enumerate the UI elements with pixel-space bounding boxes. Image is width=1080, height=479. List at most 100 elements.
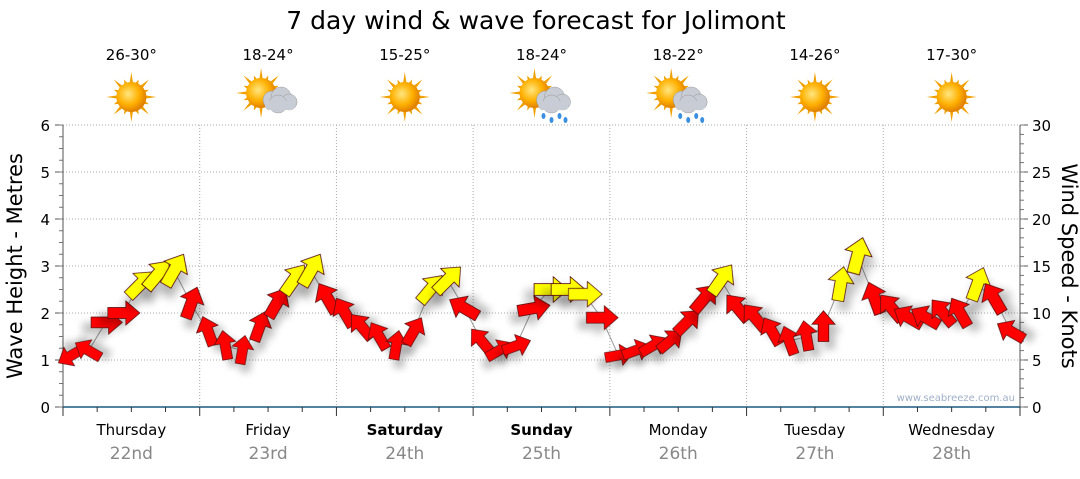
sun-ray — [259, 68, 263, 80]
left-tick-label: 4 — [40, 211, 50, 229]
temperature-label: 14-26° — [789, 46, 840, 64]
temperature-label: 26-30° — [106, 46, 157, 64]
wind-arrow — [385, 330, 409, 361]
sun-ray — [813, 110, 817, 122]
left-tick-label: 2 — [40, 305, 50, 323]
sun-ray — [797, 79, 807, 89]
cloud-base — [675, 101, 706, 110]
wind-arrows — [58, 237, 1027, 367]
right-tick-label: 15 — [1032, 258, 1051, 276]
wind-arrow — [107, 300, 141, 326]
sun-ray — [789, 95, 802, 99]
sun-ray — [259, 106, 263, 118]
sun-ray — [933, 105, 943, 115]
temperature-label: 15-25° — [379, 46, 430, 64]
wind-arrow — [263, 287, 290, 321]
wind-arrow — [367, 322, 392, 352]
sunny-icon — [106, 72, 157, 122]
wind-arrow — [296, 253, 325, 289]
sun-ray — [532, 68, 537, 80]
left-tick-label: 5 — [40, 164, 50, 182]
day-label: Monday — [649, 421, 708, 439]
wind-arrow — [655, 330, 683, 355]
sun-ray — [387, 105, 397, 115]
right-tick-label: 10 — [1032, 305, 1051, 323]
left-tick-label: 0 — [40, 399, 50, 417]
sun-ray — [509, 91, 521, 95]
sun-ray — [543, 75, 553, 85]
sun-disc — [116, 82, 147, 112]
sun-ray — [669, 106, 673, 118]
axes: 0 1 2 3 4 5 6 0 5 10 15 20 25 30 Thursday 22nd Friday 23r… — [40, 117, 1051, 464]
sun-ray — [129, 72, 134, 84]
date-label: 22nd — [110, 444, 153, 464]
sun-ray — [387, 79, 397, 89]
date-label: 23rd — [249, 444, 288, 464]
wind-arrow — [179, 286, 205, 321]
sun-ray — [140, 105, 150, 115]
wind-arrow — [844, 237, 873, 276]
day-label: Wednesday — [908, 421, 995, 439]
wind-arrow — [248, 311, 273, 343]
wind-arrow — [449, 295, 482, 322]
day-label: Saturday — [367, 421, 444, 439]
sun-ray — [379, 95, 391, 99]
weather-row: 26-30° 18-24° 15-25° 18-24° 18-22° 14-26° 17-3… — [106, 46, 977, 123]
sun-ray — [516, 75, 526, 85]
wind-arrow — [431, 266, 462, 297]
date-label: 26th — [659, 444, 698, 464]
sun-ray — [403, 72, 407, 84]
date-label: 24th — [385, 444, 424, 464]
wind-arrow — [688, 284, 716, 316]
date-label: 28th — [932, 444, 971, 464]
rain-drop — [694, 113, 699, 119]
right-tick-label: 30 — [1032, 117, 1051, 135]
left-tick-label: 1 — [40, 352, 50, 370]
cloud-icon — [672, 86, 708, 114]
sunny-icon — [379, 72, 430, 122]
sun-ray — [653, 101, 663, 111]
wind-arrow — [910, 305, 943, 331]
wind-arrow — [637, 334, 667, 358]
sun-disc — [389, 82, 420, 112]
temperature-label: 18-24° — [243, 46, 294, 64]
temperature-label: 17-30° — [926, 46, 977, 64]
wind-arrow — [586, 304, 619, 331]
right-tick-label: 5 — [1032, 352, 1042, 370]
sun-ray — [113, 79, 123, 89]
wind-arrow — [706, 264, 735, 298]
sun-ray — [653, 75, 663, 85]
day-label: Sunday — [510, 421, 573, 439]
temperature-label: 18-24° — [516, 46, 567, 64]
sun-ray — [960, 105, 970, 115]
sun-ray — [823, 79, 833, 89]
sun-ray — [933, 79, 943, 89]
cloud-base — [265, 101, 296, 110]
wind-arrow — [213, 330, 237, 361]
sun-ray — [965, 95, 977, 99]
rain-drop — [557, 113, 562, 119]
sun-ray — [679, 75, 689, 85]
rain-drop — [686, 117, 691, 123]
wind-arrow — [931, 299, 958, 329]
sun-ray — [243, 101, 253, 111]
sun-ray — [532, 106, 537, 118]
sun-ray — [129, 110, 134, 122]
sun-ray — [949, 72, 954, 84]
sun-ray — [949, 110, 954, 122]
sun-disc — [936, 82, 967, 112]
wind-arrow — [947, 297, 973, 330]
sun-ray — [516, 101, 526, 111]
sun-ray — [113, 105, 123, 115]
rain-drop — [678, 113, 683, 119]
showers-icon — [509, 68, 571, 123]
left-tick-label: 6 — [40, 117, 50, 135]
right-tick-label: 25 — [1032, 164, 1051, 182]
sun-ray — [813, 72, 817, 84]
right-axis-label: Wind Speed - Knots — [1057, 163, 1080, 368]
wind-arrow — [159, 253, 188, 289]
sunny-icon — [789, 72, 840, 122]
wind-arrow — [401, 317, 426, 348]
rain-drop — [563, 117, 568, 123]
